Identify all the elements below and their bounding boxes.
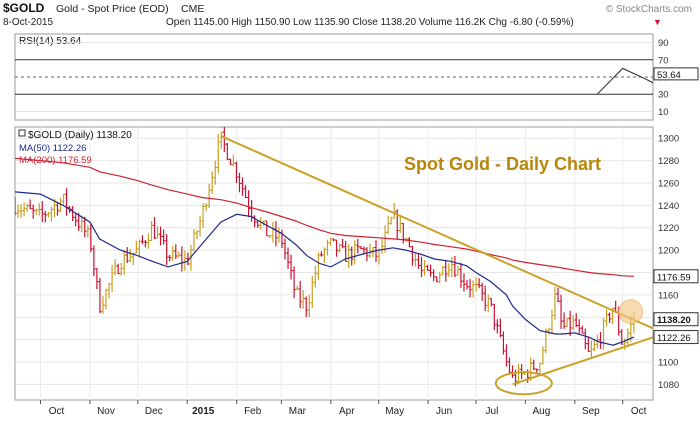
watermark: © StockCharts.com: [606, 4, 692, 15]
close-last-label: 1138.20: [657, 315, 691, 326]
ma200-last-label: 1176.59: [657, 272, 691, 283]
price-tick-label: 1280: [658, 156, 679, 167]
rsi-tick-label: 70: [658, 55, 669, 66]
rsi-title: RSI(14) 53.64: [19, 36, 82, 47]
rsi-last-box: [653, 67, 699, 81]
rsi-y-axis: 103050709053.64: [653, 38, 699, 118]
low-highlight-ellipse: [494, 371, 553, 396]
gold-legend-label: $GOLD (Daily) 1138.20: [28, 130, 132, 141]
chart-annotation: Spot Gold - Daily Chart: [404, 154, 601, 174]
x-tick-label: 2015: [192, 406, 215, 417]
price-tick-label: 1220: [658, 223, 679, 234]
close-last-label-box: [653, 312, 699, 327]
x-tick-label: Feb: [244, 406, 262, 417]
ma200-legend: MA(200) 1176.59: [19, 155, 92, 166]
x-tick-label: Oct: [631, 406, 647, 417]
ma200-line: [15, 157, 634, 277]
rsi-tick-label: 10: [658, 107, 669, 118]
symbol: $GOLD: [3, 1, 45, 15]
price-y-axis: 1080110011201140116011801200122012401260…: [653, 134, 699, 391]
x-tick-label: Oct: [49, 406, 65, 417]
instrument-name: Gold - Spot Price (EOD): [56, 3, 169, 15]
rsi-tick-label: 30: [658, 90, 669, 101]
price-tick-label: 1080: [658, 380, 679, 391]
price-tick-label: 1100: [658, 357, 678, 368]
x-tick-label: Aug: [533, 406, 551, 417]
x-tick-label: Nov: [97, 406, 115, 417]
x-tick-label: May: [385, 406, 404, 417]
price-tick-label: 1260: [658, 178, 679, 189]
x-tick-label: Jul: [486, 406, 499, 417]
rsi-last-label: 53.64: [657, 70, 681, 81]
price-tick-label: 1300: [658, 134, 679, 145]
price-grid: [15, 127, 653, 400]
price-tick-label: 1240: [658, 201, 679, 212]
uptrend-line: [512, 336, 653, 386]
ma50-line: [15, 191, 635, 346]
price-tick-label: 1160: [658, 290, 678, 301]
current-highlight-circle: [618, 299, 644, 325]
ma50-legend: MA(50) 1122.26: [19, 143, 86, 154]
ma200-last-label-box: [653, 269, 699, 284]
ma50-last-label-box: [653, 330, 699, 345]
ma50-last-label: 1122.26: [657, 333, 691, 344]
x-tick-label: Jun: [436, 406, 452, 417]
rsi-grid: [15, 42, 653, 112]
x-tick-label: Mar: [289, 406, 307, 417]
gold-legend-swatch: [18, 129, 26, 137]
quote-line: Open 1145.00 High 1150.90 Low 1135.90 Cl…: [166, 17, 574, 28]
price-series: [15, 127, 636, 387]
chg-down-icon: ▼: [653, 17, 662, 27]
price-tick-label: 1200: [658, 246, 679, 257]
x-axis: Oct Nov Dec 2015 Feb Mar Apr May Jun Jul Aug Sep Oct: [40, 400, 647, 417]
trend-overlays: [220, 135, 653, 396]
rsi-tick-label: 90: [658, 38, 669, 49]
x-tick-label: Dec: [145, 406, 163, 417]
date-label: 8-Oct-2015: [3, 17, 53, 28]
x-tick-label: Apr: [339, 406, 355, 417]
x-tick-label: Sep: [582, 406, 600, 417]
downtrend-line: [220, 135, 653, 330]
exchange: CME: [181, 3, 204, 15]
